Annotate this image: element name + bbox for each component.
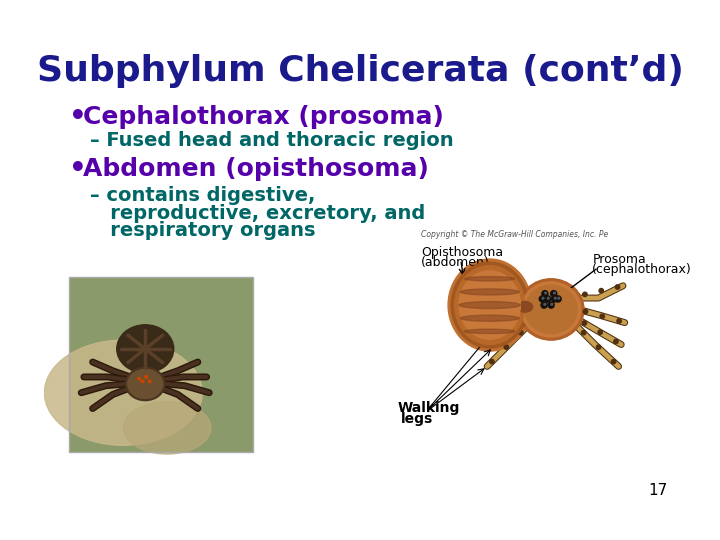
Circle shape (500, 320, 505, 325)
Circle shape (511, 315, 516, 320)
Ellipse shape (525, 285, 577, 334)
Text: •: • (69, 103, 86, 131)
Circle shape (521, 322, 525, 326)
Circle shape (490, 360, 494, 364)
Text: – contains digestive,: – contains digestive, (90, 186, 315, 205)
Circle shape (582, 321, 587, 325)
Circle shape (542, 298, 544, 299)
Text: Opisthosoma: Opisthosoma (421, 246, 503, 259)
Ellipse shape (464, 276, 515, 281)
Circle shape (617, 319, 621, 323)
Circle shape (512, 289, 516, 294)
Circle shape (551, 303, 553, 305)
Circle shape (582, 330, 586, 335)
Circle shape (599, 288, 603, 293)
Text: Copyright © The McGraw-Hill Companies, Inc. Pe: Copyright © The McGraw-Hill Companies, I… (421, 231, 608, 239)
Text: – Fused head and thoracic region: – Fused head and thoracic region (90, 131, 454, 150)
Circle shape (502, 286, 506, 291)
Circle shape (523, 293, 527, 297)
Ellipse shape (117, 325, 174, 373)
Ellipse shape (459, 271, 521, 339)
Circle shape (554, 292, 555, 294)
Circle shape (611, 360, 616, 364)
Ellipse shape (127, 369, 163, 399)
FancyBboxPatch shape (69, 277, 253, 453)
Ellipse shape (517, 301, 533, 312)
Circle shape (583, 309, 588, 314)
Text: Subphylum Chelicerata (cont’d): Subphylum Chelicerata (cont’d) (37, 54, 683, 88)
Text: 17: 17 (649, 483, 667, 498)
Circle shape (554, 298, 556, 299)
Text: (abdomen): (abdomen) (421, 256, 490, 269)
Circle shape (504, 345, 508, 349)
Circle shape (148, 380, 151, 383)
Circle shape (541, 302, 547, 308)
Text: •: • (69, 155, 86, 183)
Text: Abdomen (opisthosoma): Abdomen (opisthosoma) (83, 157, 429, 181)
Text: (cephalothorax): (cephalothorax) (593, 264, 692, 276)
Circle shape (522, 310, 526, 314)
Circle shape (552, 296, 558, 302)
Text: Prosoma: Prosoma (593, 253, 646, 266)
Circle shape (141, 380, 144, 383)
Text: legs: legs (401, 412, 433, 426)
Circle shape (551, 291, 557, 297)
Circle shape (145, 376, 148, 378)
Ellipse shape (521, 282, 581, 337)
Circle shape (555, 296, 561, 302)
Text: Cephalothorax (prosoma): Cephalothorax (prosoma) (83, 105, 444, 129)
Ellipse shape (460, 289, 519, 295)
Text: respiratory organs: respiratory organs (90, 221, 315, 240)
Ellipse shape (518, 279, 584, 340)
Circle shape (598, 330, 603, 334)
Circle shape (495, 342, 500, 346)
Circle shape (544, 296, 551, 302)
Circle shape (582, 292, 587, 296)
Circle shape (616, 285, 620, 289)
Ellipse shape (448, 259, 531, 351)
Circle shape (542, 291, 548, 297)
Circle shape (508, 332, 512, 336)
Ellipse shape (45, 340, 202, 445)
Ellipse shape (454, 266, 525, 345)
Ellipse shape (460, 315, 519, 321)
Circle shape (545, 292, 546, 294)
Ellipse shape (125, 367, 165, 401)
Circle shape (596, 345, 600, 349)
Circle shape (539, 296, 545, 302)
Circle shape (613, 339, 618, 343)
Ellipse shape (459, 301, 521, 308)
Circle shape (558, 298, 559, 299)
Circle shape (600, 314, 605, 319)
Ellipse shape (123, 401, 211, 454)
Circle shape (518, 330, 523, 335)
Circle shape (547, 298, 549, 299)
Ellipse shape (451, 262, 528, 348)
Circle shape (544, 303, 546, 305)
Circle shape (548, 302, 554, 308)
Circle shape (138, 377, 140, 380)
Ellipse shape (464, 329, 515, 334)
Text: reproductive, excretory, and: reproductive, excretory, and (90, 204, 426, 222)
Text: Walking: Walking (397, 401, 460, 415)
